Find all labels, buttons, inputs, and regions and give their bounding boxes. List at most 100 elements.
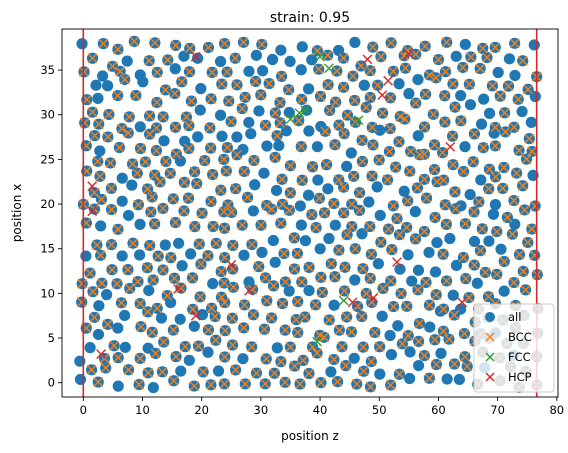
bcc-point (338, 208, 349, 218)
bcc-point (242, 192, 253, 203)
bcc-point (429, 334, 440, 345)
all-point (192, 131, 204, 143)
all-point (412, 359, 425, 372)
bcc-point (216, 266, 227, 277)
bcc-point (179, 177, 190, 188)
bcc-point (96, 278, 107, 289)
bcc-point (145, 207, 156, 217)
bcc-point (198, 366, 209, 377)
bcc-point (218, 206, 229, 217)
legend-marker-all (485, 312, 495, 322)
bcc-point (495, 91, 506, 102)
bcc-point (219, 278, 230, 288)
bcc-point (331, 66, 342, 76)
bcc-point (124, 111, 135, 122)
all-point (90, 79, 102, 91)
bcc-point (230, 53, 241, 64)
bcc-point (447, 131, 458, 142)
bcc-point (283, 84, 294, 95)
all-point (358, 79, 370, 91)
bcc-point (218, 154, 229, 165)
all-point (249, 179, 261, 191)
bcc-point (483, 183, 494, 194)
bcc-point (358, 366, 369, 377)
all-point (119, 309, 131, 322)
y-axis-label: position x (10, 184, 24, 242)
bcc-point (219, 352, 230, 362)
bcc-point (222, 67, 232, 77)
bcc-point (421, 193, 432, 203)
bcc-point (291, 314, 302, 325)
bcc-point (266, 313, 277, 323)
bcc-point (223, 200, 233, 210)
bcc-point (285, 160, 296, 171)
bcc-point (113, 44, 123, 55)
bcc-point (402, 45, 413, 56)
all-point (134, 69, 146, 81)
all-point (122, 209, 135, 222)
bcc-point (89, 130, 100, 141)
bcc-point (85, 268, 95, 278)
bcc-point (171, 149, 182, 160)
all-point (155, 312, 168, 324)
bcc-point (158, 265, 168, 275)
bcc-point (152, 67, 163, 78)
bcc-point (226, 116, 237, 127)
bcc-point (517, 55, 528, 66)
bcc-point (460, 351, 470, 362)
bcc-point (260, 120, 271, 131)
bcc-point (292, 248, 303, 259)
bcc-point (203, 250, 213, 261)
bcc-point (341, 312, 352, 322)
legend-marker-hcp (485, 372, 495, 382)
bcc-point (490, 172, 501, 182)
bcc-point (368, 140, 378, 150)
bcc-point (194, 239, 205, 249)
bcc-point (388, 301, 399, 312)
bcc-point (464, 79, 475, 90)
bcc-point (292, 327, 303, 338)
bcc-point (169, 88, 180, 99)
bcc-point (165, 168, 176, 179)
bcc-point (246, 341, 257, 352)
all-point (429, 266, 442, 278)
all-point (195, 83, 207, 95)
bcc-point (314, 330, 325, 341)
all-point (237, 353, 249, 365)
bcc-point (210, 311, 221, 322)
bcc-point (216, 292, 227, 303)
bcc-point (237, 103, 248, 114)
bcc-point (279, 248, 289, 259)
bcc-point (143, 367, 154, 378)
bcc-point (105, 158, 116, 168)
bcc-point (277, 298, 288, 309)
all-point (176, 260, 188, 272)
bcc-point (438, 326, 449, 337)
bcc-point (297, 175, 308, 186)
bcc-point (147, 192, 158, 202)
bcc-point (181, 112, 192, 122)
bcc-point (529, 250, 540, 261)
bcc-point (187, 273, 198, 283)
all-point (402, 249, 414, 261)
bcc-point (329, 354, 339, 365)
bcc-point (130, 90, 141, 101)
bcc-point (388, 66, 399, 77)
x-tick-label: 30 (254, 403, 269, 417)
bcc-point (526, 224, 537, 234)
bcc-point (478, 142, 489, 153)
bcc-point (441, 276, 452, 286)
all-point (283, 285, 295, 297)
all-point (257, 65, 269, 77)
bcc-point (269, 368, 280, 379)
all-point (374, 209, 386, 221)
bcc-point (316, 272, 326, 283)
bcc-point (412, 183, 423, 193)
all-point (158, 135, 170, 147)
bcc-point (413, 284, 423, 295)
all-point (133, 249, 146, 261)
bcc-point (197, 208, 207, 219)
legend-box (473, 303, 555, 393)
bcc-point (248, 309, 259, 320)
all-point (348, 352, 360, 364)
